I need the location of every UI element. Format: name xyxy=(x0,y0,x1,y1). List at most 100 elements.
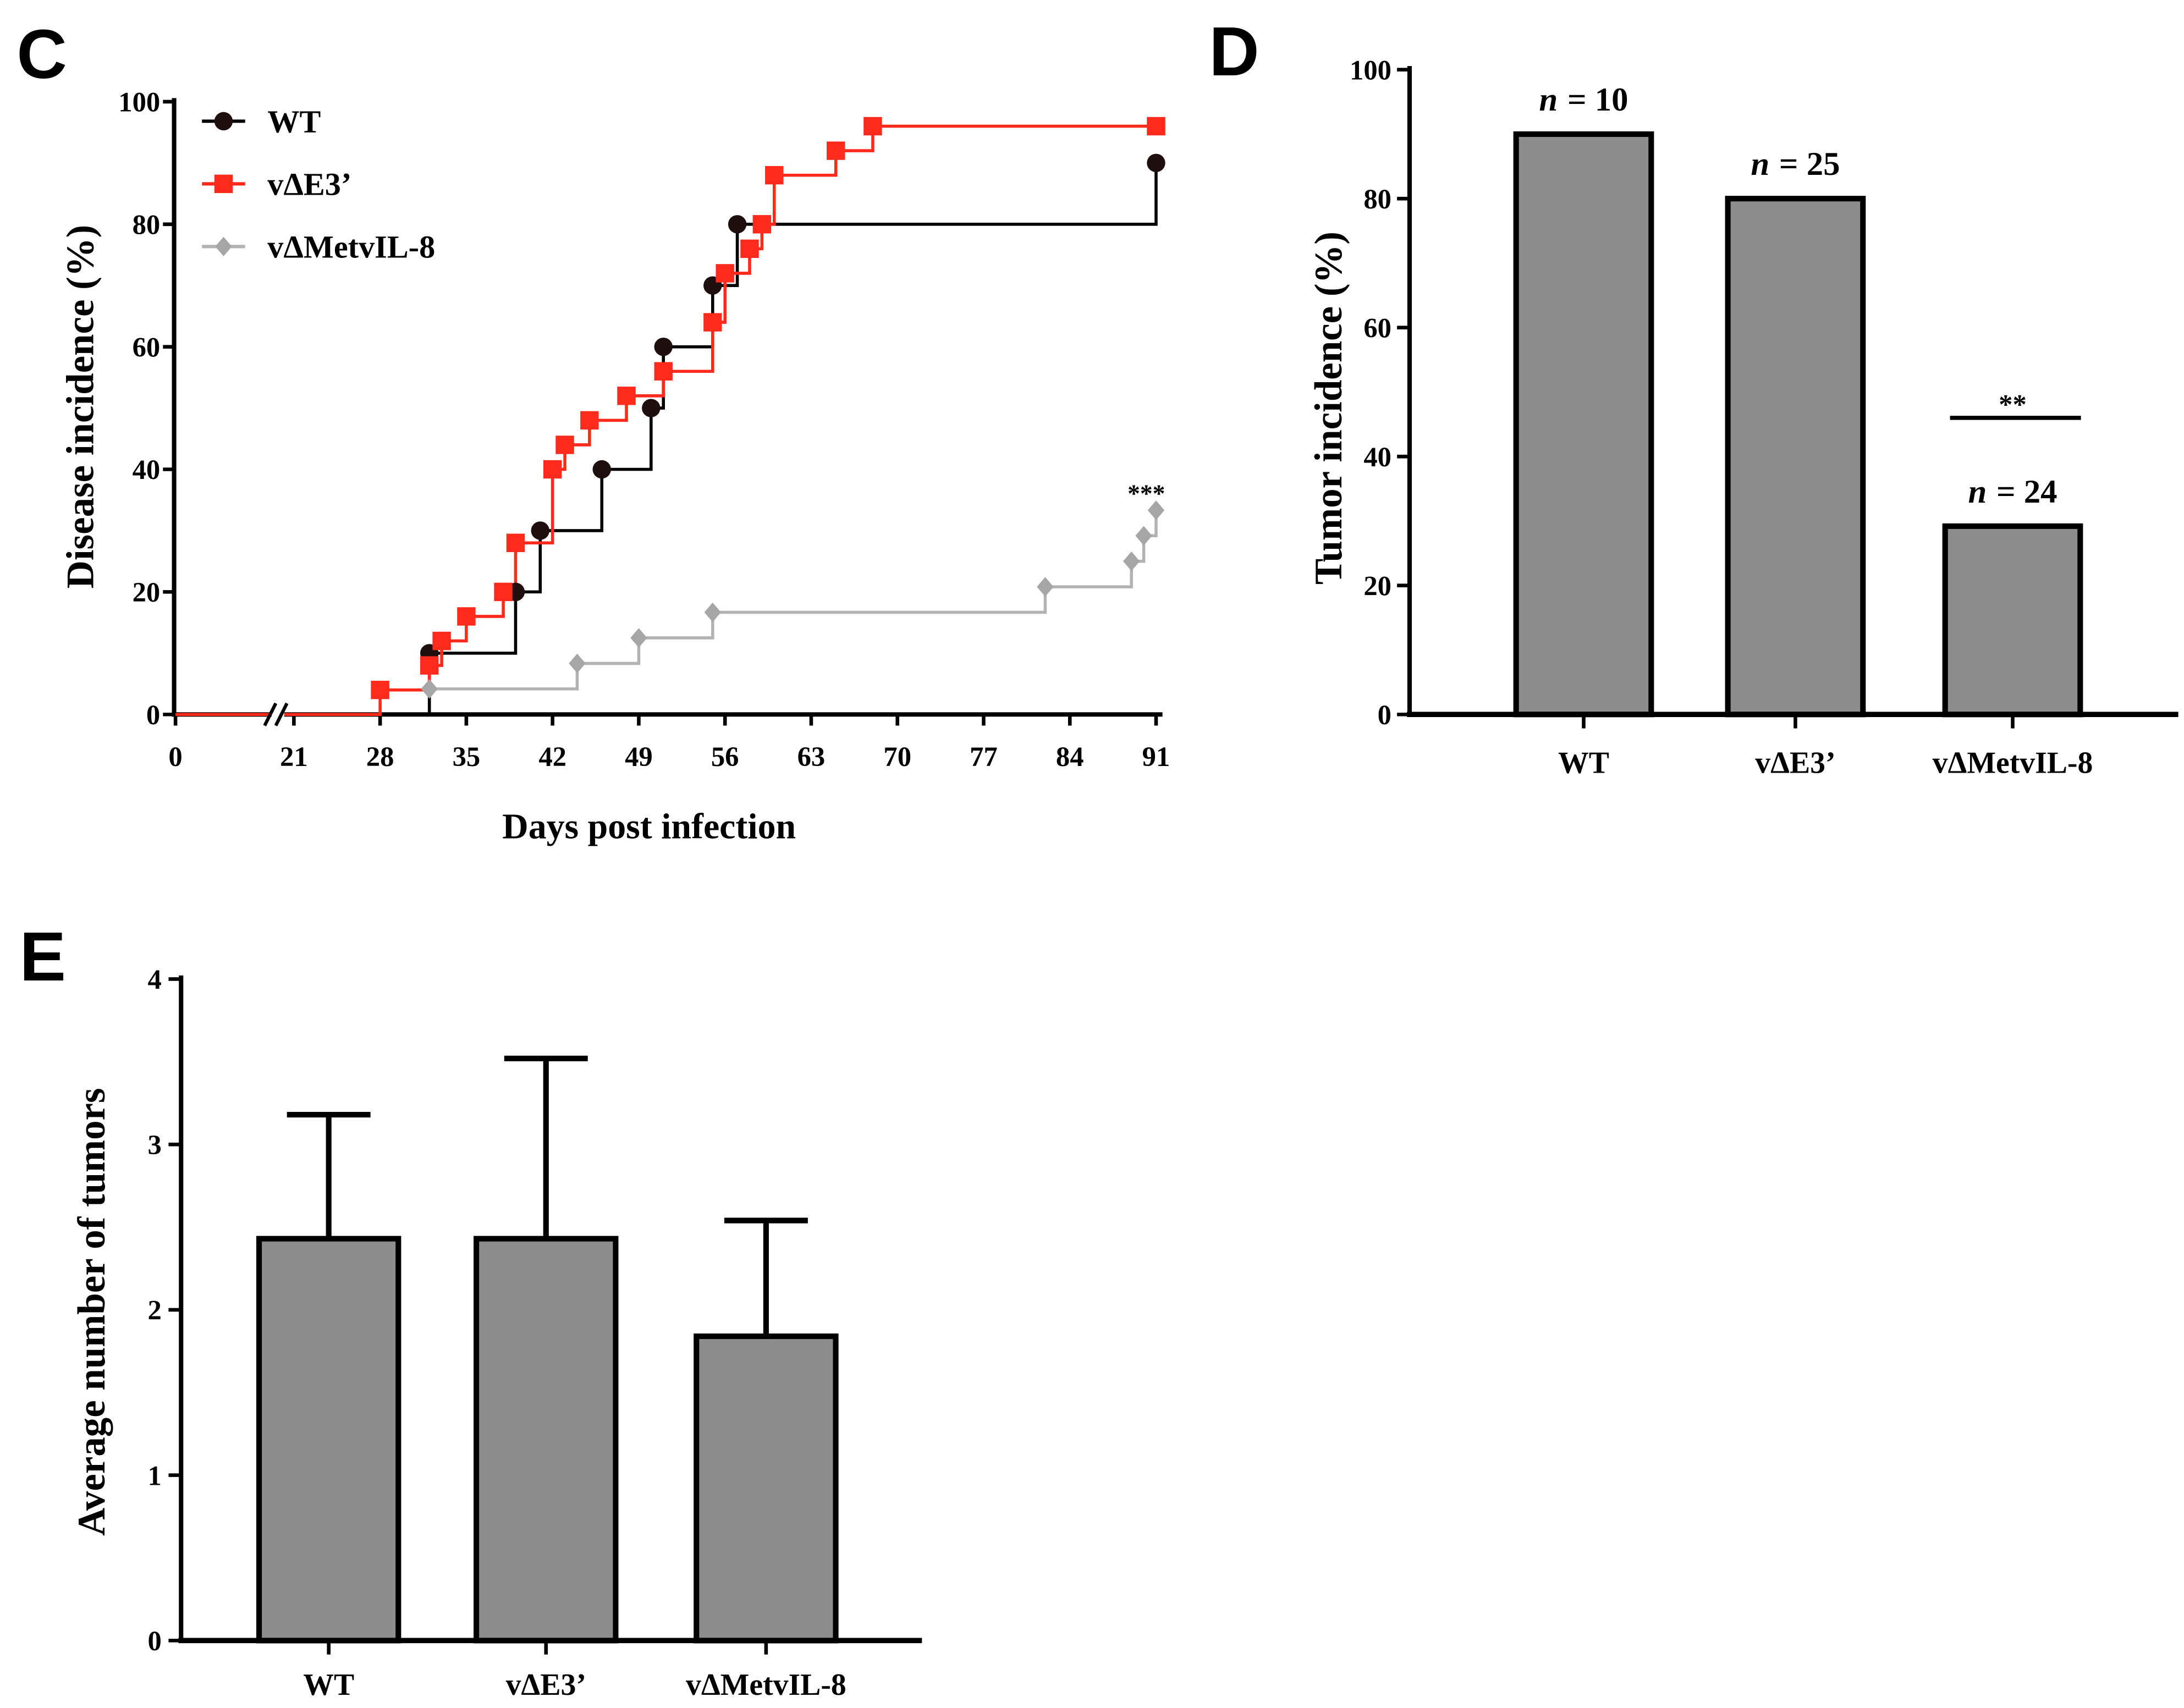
panel-c-x-tick-label: 0 xyxy=(168,741,182,772)
panel-d-sample-size-symbol: n xyxy=(1751,146,1769,183)
panel-c-vdeltae3-point xyxy=(543,460,562,479)
panel-c-label: C xyxy=(16,15,67,93)
panel-c-x-tick-label: 77 xyxy=(970,741,998,772)
panel-d-sample-size-symbol: n xyxy=(1539,81,1558,118)
panel-c-vdeltae3-point xyxy=(617,387,636,405)
panel-c-vdeltae3-point xyxy=(863,117,882,136)
panel-c-legend-marker xyxy=(214,112,233,131)
panel-e-y-axis-title: Average number of tumors xyxy=(70,1088,113,1536)
panel-c-x-tick-label: 21 xyxy=(280,741,308,772)
panel-c-vdeltae3-point xyxy=(827,141,845,160)
panel-e-y-tick-label: 4 xyxy=(147,964,161,995)
panel-c-x-tick-label: 70 xyxy=(883,741,911,772)
panel-d-bar-vdeltametvil-8 xyxy=(1942,523,2083,718)
panel-c-wt-point xyxy=(728,215,747,234)
panel-c-wt-point xyxy=(654,337,673,356)
panel-d-y-tick-label: 40 xyxy=(1363,442,1391,472)
panel-c-vdeltae3-point xyxy=(703,313,722,332)
panel-d-category-label-vdeltae3: vΔE3’ xyxy=(1755,746,1835,780)
panel-d-sample-size-value: = 10 xyxy=(1567,81,1629,118)
panel-c-vdeltametvil-8-point xyxy=(704,602,721,622)
panel-c-axis-break-mark xyxy=(263,702,278,726)
panel-c-legend-label: vΔMetvIL-8 xyxy=(267,229,435,265)
panel-c-vdeltametvil-8-point xyxy=(1135,526,1152,546)
panel-d-y-tick-label: 100 xyxy=(1350,54,1391,85)
panel-c-vdeltae3-point xyxy=(555,436,574,454)
panel-c-y-tick-label: 100 xyxy=(118,87,160,118)
panel-e-y-tick-label: 1 xyxy=(147,1460,161,1491)
panel-e-error-bars xyxy=(287,1055,808,1337)
panel-c-wt-point xyxy=(592,460,611,479)
panel-d-label: D xyxy=(1209,12,1259,90)
panel-e-bar-vdeltametvil-8 xyxy=(694,1333,839,1644)
panel-e-bar-vdeltae3 xyxy=(474,1236,619,1644)
panel-d-bar-wt xyxy=(1513,131,1654,718)
panel-c-wt-point xyxy=(531,521,549,540)
panel-d-significance-label: ** xyxy=(1999,389,2027,420)
panel-d-sample-size-value: = 24 xyxy=(1996,473,2058,510)
panel-c-vdeltametvil-8-point xyxy=(1147,500,1165,520)
panel-c-y-tick-label: 20 xyxy=(133,577,161,608)
panel-c-vdeltametvil-8-point xyxy=(1123,551,1140,571)
panel-c-vdeltae3-point xyxy=(765,166,784,185)
panel-c-wt-point xyxy=(1147,153,1165,173)
panel-c-x-tick-label: 91 xyxy=(1142,741,1170,772)
panel-d-y-tick-label: 20 xyxy=(1363,570,1391,601)
panel-c-vdeltae3-point xyxy=(457,607,476,626)
panel-e-axes: 0 1 2 3 4 WT vΔE3’ vΔMetvIL-8 xyxy=(147,964,922,1702)
panel-c-vdeltae3-point xyxy=(716,264,734,283)
panel-c-vdeltae3-point xyxy=(1147,117,1165,136)
panel-d-sample-size-label: n = 25 xyxy=(1751,146,1840,183)
panel-c-y-tick-label: 0 xyxy=(146,699,160,730)
panel-d-y-tick-label: 80 xyxy=(1363,184,1391,214)
panel-d-y-tick-label: 0 xyxy=(1378,699,1391,730)
panel-d-sample-size-value: = 25 xyxy=(1779,146,1840,183)
panel-c-legend-item-wt: WT xyxy=(202,104,321,140)
panel-d-y-axis-title: Tumor incidence (%) xyxy=(1307,232,1350,585)
panel-c-x-axis-break xyxy=(263,702,289,726)
panel-c-x-tick-label: 42 xyxy=(538,741,566,772)
panel-e-label: E xyxy=(19,917,65,995)
panel-c-legend-marker xyxy=(214,174,233,194)
panel-d-bar-vdeltae3 xyxy=(1725,196,1866,718)
panel-e-y-tick-label: 2 xyxy=(147,1295,161,1326)
panel-c-legend-item-vdeltametvil-8: vΔMetvIL-8 xyxy=(202,229,435,265)
panel-c-legend-label: vΔE3’ xyxy=(267,167,351,202)
panel-e-bar-wt xyxy=(256,1236,401,1644)
panel-c-x-tick-label: 28 xyxy=(366,741,394,772)
panel-e-average-tumors-chart: E Average number of tumors 0 1 2 3 4 WT vΔE3’ v… xyxy=(19,917,922,1702)
panel-d-sample-size-label: n = 10 xyxy=(1539,81,1628,118)
panel-c-vdeltae3-point xyxy=(654,362,673,381)
panel-d-sample-size-symbol: n xyxy=(1968,473,1987,510)
panel-c-vdeltae3-point xyxy=(432,631,451,651)
panel-c-legend-item-vdeltae3: vΔE3’ xyxy=(202,167,351,202)
panel-d-tumor-incidence-chart: D Tumor incidence (%) 0 20 40 60 80 100 WT vΔE3… xyxy=(1209,12,2179,780)
panel-c-vdeltae3-point xyxy=(420,656,439,675)
panel-c-vdeltae3-point xyxy=(740,239,759,258)
panel-c-x-tick-label: 63 xyxy=(797,741,826,772)
panel-d-y-tick-label: 60 xyxy=(1363,312,1391,343)
panel-c-x-tick-label: 84 xyxy=(1056,741,1084,772)
panel-c-x-axis-title: Days post infection xyxy=(502,807,796,847)
panel-e-category-label-wt: WT xyxy=(303,1668,354,1702)
panel-e-category-label-vdeltametvil-8: vΔMetvIL-8 xyxy=(686,1668,846,1702)
panel-c-vdeltametvil-8-point xyxy=(421,679,438,699)
panel-c-y-tick-label: 80 xyxy=(133,210,161,240)
panel-d-sample-size-label: n = 24 xyxy=(1968,473,2057,510)
panel-c-legend-label: WT xyxy=(267,104,321,140)
panel-c-significance-annotation: *** xyxy=(1127,480,1165,508)
panel-c-vdeltae3-point xyxy=(580,411,599,430)
panel-c-vdeltae3-point xyxy=(371,680,389,699)
panel-c-vdeltae3-point xyxy=(752,215,772,234)
panel-e-category-label-vdeltae3: vΔE3’ xyxy=(506,1668,586,1702)
panel-c-y-tick-label: 40 xyxy=(133,454,161,485)
panel-c-vdeltae3-point xyxy=(506,533,525,552)
panel-d-category-label-wt: WT xyxy=(1558,746,1609,780)
panel-c-y-tick-label: 60 xyxy=(133,332,161,362)
panel-c-y-axis-title: Disease incidence (%) xyxy=(59,225,102,589)
panel-e-y-tick-label: 0 xyxy=(147,1626,161,1656)
panel-d-axes: 0 20 40 60 80 100 WT vΔE3’ vΔMetvIL-8 xyxy=(1350,54,2179,780)
panel-c-x-tick-label: 35 xyxy=(453,741,481,772)
panel-c-vdeltae3-point xyxy=(494,582,513,602)
